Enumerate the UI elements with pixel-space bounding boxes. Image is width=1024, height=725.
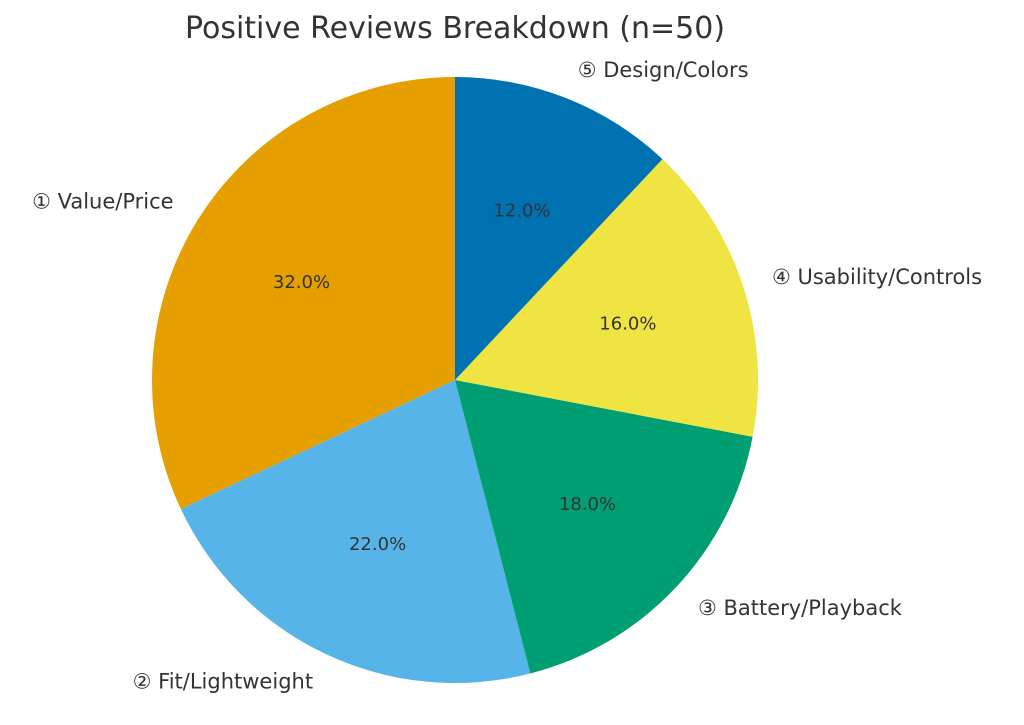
slice-label-1: ① Value/Price	[32, 189, 173, 213]
slice-labels: ① Value/Price ② Fit/Lightweight ③ Battery/…	[32, 58, 982, 693]
pie-slices	[151, 77, 759, 683]
slice-label-2: ② Fit/Lightweight	[133, 670, 313, 694]
slice-label-4: ④ Usability/Controls	[772, 265, 982, 289]
percent-label-5: 12.0%	[493, 200, 550, 221]
percent-label-3: 18.0%	[559, 494, 616, 515]
pie-slice-4	[455, 159, 759, 437]
pie-slice-2	[180, 380, 531, 683]
slice-label-5: ⑤ Design/Colors	[578, 58, 749, 82]
pie-slice-5	[455, 77, 663, 380]
pie-slice-3	[455, 380, 753, 674]
percent-labels: 32.0% 22.0% 18.0% 16.0% 12.0%	[273, 200, 657, 555]
percent-label-2: 22.0%	[349, 534, 406, 555]
percent-label-1: 32.0%	[273, 272, 330, 293]
chart-title: Positive Reviews Breakdown (n=50)	[185, 11, 725, 46]
pie-slice-1	[151, 77, 455, 510]
slice-label-3: ③ Battery/Playback	[698, 596, 903, 620]
percent-label-4: 16.0%	[599, 313, 656, 334]
